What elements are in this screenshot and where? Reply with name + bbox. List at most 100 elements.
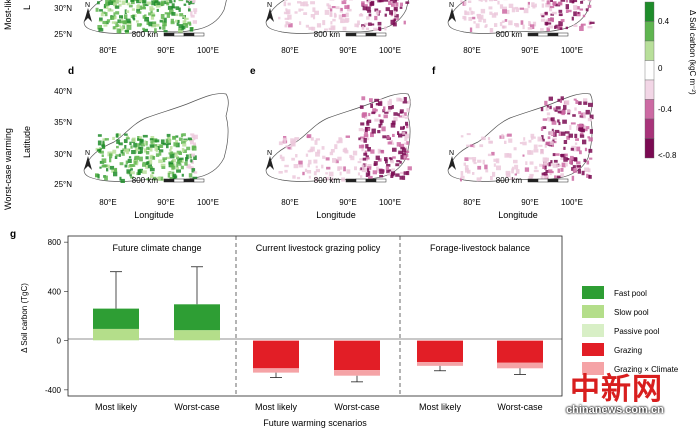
svg-text:800 km: 800 km bbox=[132, 30, 159, 39]
legend-label: Slow pool bbox=[614, 308, 649, 317]
x-category-label: Worst-case bbox=[174, 402, 219, 412]
section-title-grazing-policy: Current livestock grazing policy bbox=[256, 243, 381, 253]
svg-text:100°E: 100°E bbox=[561, 46, 583, 55]
colorbar-title: Δ Soil carbon (kgC m⁻²) bbox=[688, 10, 697, 95]
svg-text:40°N: 40°N bbox=[54, 87, 72, 96]
svg-text:100°E: 100°E bbox=[379, 46, 401, 55]
colorbar: 0.4 0 -0.4 <-0.8 Δ Soil carbon (kgC m⁻²) bbox=[644, 1, 697, 160]
x-category-labels: Most likely Worst-case Most likely Worst-ca… bbox=[95, 402, 543, 412]
legend: Fast pool Slow pool Passive pool Grazing Gra… bbox=[582, 286, 679, 375]
map-panel-c: N 800 km bbox=[447, 0, 595, 39]
section-title-forage-balance: Forage-livestock balance bbox=[430, 243, 530, 253]
panel-letter-d: d bbox=[68, 66, 74, 77]
svg-text:90°E: 90°E bbox=[157, 46, 174, 55]
y-tick-label: 800 bbox=[48, 238, 62, 247]
legend-label: Grazing × Climate bbox=[614, 365, 679, 374]
lon-ticks-f: 80°E 90°E 100°E bbox=[463, 198, 583, 207]
legend-swatch bbox=[582, 324, 604, 337]
lon-axis-label-f: Longitude bbox=[498, 210, 538, 220]
colorbar-swatch bbox=[644, 1, 655, 22]
svg-text:25°N: 25°N bbox=[54, 180, 72, 189]
colorbar-tick-neg0.8: <-0.8 bbox=[658, 151, 677, 160]
bar-segment bbox=[497, 340, 543, 363]
colorbar-swatch bbox=[644, 138, 655, 159]
x-category-label: Worst-case bbox=[334, 402, 379, 412]
svg-text:N: N bbox=[449, 150, 454, 157]
svg-text:800 km: 800 km bbox=[314, 176, 341, 185]
bar-segment bbox=[93, 340, 139, 341]
lon-ticks-d: 80°E 90°E 100°E bbox=[99, 198, 219, 207]
lat-ticks-d: 40°N 35°N 30°N 25°N bbox=[54, 87, 72, 189]
svg-text:N: N bbox=[85, 2, 90, 9]
map-panel-a: N 800 km bbox=[83, 0, 227, 39]
lat-tick-top-25: 25°N bbox=[54, 30, 72, 39]
bar-segment bbox=[174, 330, 220, 340]
bar-segment bbox=[93, 328, 139, 340]
legend-label: Passive pool bbox=[614, 327, 660, 336]
legend-swatch bbox=[582, 343, 604, 356]
lon-ticks-c: 80°E 90°E 100°E bbox=[463, 46, 583, 55]
scale-bar: 800 km bbox=[314, 30, 387, 39]
svg-text:N: N bbox=[267, 2, 272, 9]
watermark-site: chinanews.com.cn bbox=[566, 404, 664, 416]
map-panel-d: N 800 km bbox=[83, 93, 229, 185]
svg-text:800 km: 800 km bbox=[132, 176, 159, 185]
colorbar-tick-0: 0 bbox=[658, 64, 663, 73]
bar-segment bbox=[174, 304, 220, 331]
svg-text:35°N: 35°N bbox=[54, 118, 72, 127]
bar-segment bbox=[334, 340, 380, 371]
lon-ticks-b: 80°E 90°E 100°E bbox=[281, 46, 401, 55]
x-category-label: Most likely bbox=[95, 402, 138, 412]
north-arrow-icon: N bbox=[84, 150, 92, 170]
scale-bar: 800 km bbox=[132, 30, 205, 39]
svg-text:800 km: 800 km bbox=[314, 30, 341, 39]
svg-text:80°E: 80°E bbox=[99, 46, 116, 55]
lon-ticks-a: 80°E 90°E 100°E bbox=[99, 46, 219, 55]
scale-bar: 800 km bbox=[314, 176, 387, 185]
colorbar-swatch bbox=[644, 79, 655, 100]
x-axis-label: Future warming scenarios bbox=[263, 418, 367, 428]
map-panel-f: N 800 km bbox=[447, 93, 594, 185]
row-label-worst-case: Worst-case warming bbox=[3, 128, 13, 210]
colorbar-tick-0.4: 0.4 bbox=[658, 17, 670, 26]
panel-letter-e: e bbox=[250, 66, 256, 77]
colorbar-swatches bbox=[644, 1, 655, 159]
colorbar-swatch bbox=[644, 21, 655, 42]
y-tick-label: 0 bbox=[57, 337, 62, 346]
north-arrow-icon: N bbox=[448, 150, 456, 170]
legend-swatch bbox=[582, 362, 604, 375]
svg-text:100°E: 100°E bbox=[561, 198, 583, 207]
map-panel-e: N 800 km bbox=[265, 93, 412, 185]
svg-text:90°E: 90°E bbox=[339, 198, 356, 207]
scale-bar: 800 km bbox=[132, 176, 205, 185]
lon-ticks-e: 80°E 90°E 100°E bbox=[281, 198, 401, 207]
panel-letter-g: g bbox=[10, 229, 16, 240]
svg-text:100°E: 100°E bbox=[197, 198, 219, 207]
watermark-logo: 中新网 bbox=[570, 372, 663, 407]
bar-segment bbox=[253, 368, 299, 373]
colorbar-swatch bbox=[644, 118, 655, 139]
svg-text:80°E: 80°E bbox=[281, 46, 298, 55]
colorbar-swatch bbox=[644, 60, 655, 81]
section-title-climate: Future climate change bbox=[112, 243, 201, 253]
scale-bar: 800 km bbox=[496, 30, 569, 39]
y-tick-label: 400 bbox=[48, 287, 62, 296]
panel-letter-f: f bbox=[432, 66, 436, 77]
lon-axis-label-d: Longitude bbox=[134, 210, 174, 220]
lon-axis-label-e: Longitude bbox=[316, 210, 356, 220]
bar-chart-g: Future climate change Current livestock … bbox=[20, 235, 563, 428]
legend-swatch bbox=[582, 305, 604, 318]
bar-segment bbox=[334, 370, 380, 376]
bar-segment bbox=[417, 362, 463, 366]
scale-bar: 800 km bbox=[496, 176, 569, 185]
svg-text:100°E: 100°E bbox=[197, 46, 219, 55]
svg-text:N: N bbox=[449, 2, 454, 9]
svg-text:80°E: 80°E bbox=[463, 46, 480, 55]
north-arrow-icon: N bbox=[266, 2, 274, 22]
x-category-label: Most likely bbox=[419, 402, 462, 412]
row-label-most-likely: Most-lik bbox=[3, 0, 13, 30]
y-axis: 800 400 0 -400 bbox=[45, 238, 68, 395]
svg-text:90°E: 90°E bbox=[339, 46, 356, 55]
svg-text:N: N bbox=[267, 150, 272, 157]
svg-text:80°E: 80°E bbox=[463, 198, 480, 207]
